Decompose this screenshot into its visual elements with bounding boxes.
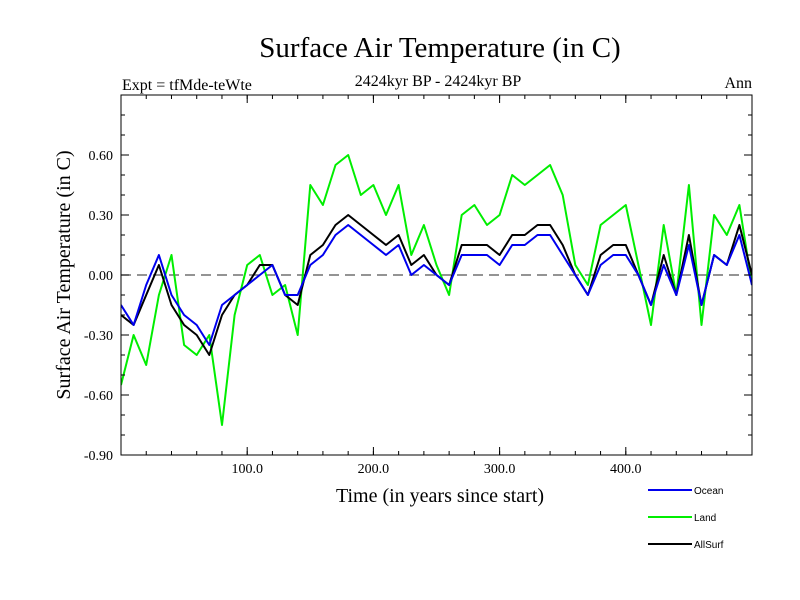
- series-line-ocean: [121, 224, 752, 346]
- legend-label-ocean: Ocean: [694, 486, 723, 497]
- x-axis-label: Time (in years since start): [336, 485, 544, 507]
- y-tick-label: 0.60: [89, 149, 114, 164]
- y-tick-label: -0.60: [84, 389, 113, 404]
- y-axis-label: Surface Air Temperature (in C): [53, 150, 75, 399]
- series-line-land: [121, 154, 752, 426]
- chart-title: Surface Air Temperature (in C): [259, 32, 620, 64]
- legend-label-land: Land: [694, 513, 716, 524]
- y-tick-label: -0.30: [84, 329, 113, 344]
- plot-area: [121, 154, 752, 426]
- experiment-label: Expt = tfMde-teWte: [122, 77, 252, 94]
- season-label: Ann: [724, 75, 752, 92]
- x-tick-label: 300.0: [484, 462, 516, 477]
- legend-label-allsurf: AllSurf: [694, 540, 724, 551]
- y-tick-label: -0.90: [84, 449, 113, 464]
- axes: 0.60 0.30 0.00 -0.30 -0.60 -0.90 100.0 200.0 300…: [84, 94, 753, 477]
- legend: Ocean Land AllSurf: [648, 486, 724, 551]
- x-tick-label: 100.0: [231, 462, 263, 477]
- chart-subtitle: 2424kyr BP - 2424kyr BP: [355, 73, 522, 90]
- x-tick-label: 200.0: [358, 462, 390, 477]
- y-tick-label: 0.30: [89, 209, 114, 224]
- x-tick-label: 400.0: [610, 462, 642, 477]
- y-tick-label: 0.00: [89, 269, 114, 284]
